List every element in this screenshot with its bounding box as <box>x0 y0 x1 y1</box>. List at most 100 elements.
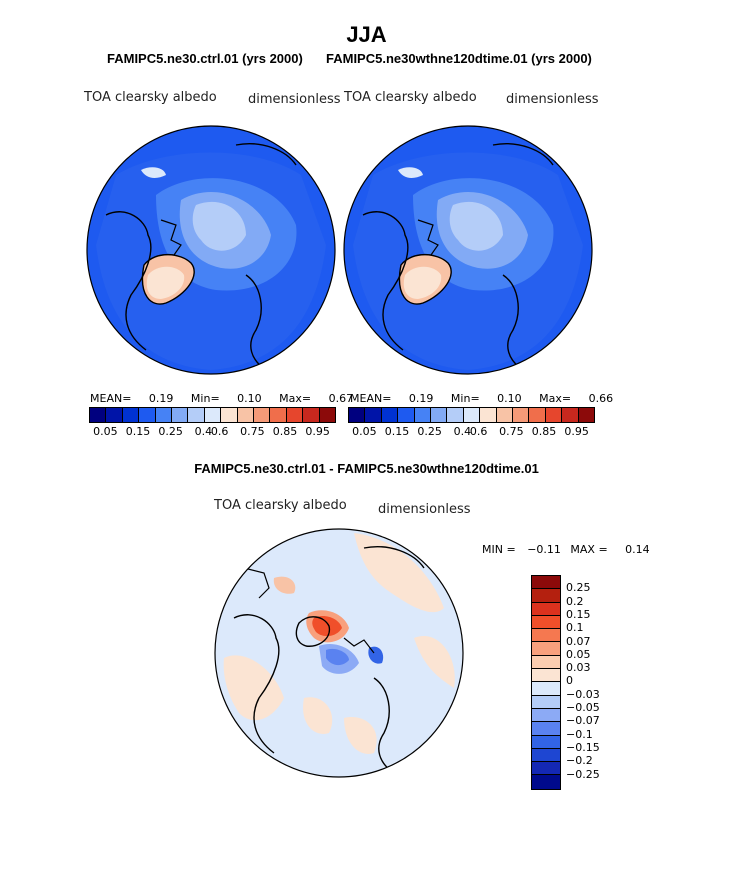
diff-colorbar-tick-label: 0.07 <box>566 634 591 648</box>
page-title: JJA <box>346 22 387 47</box>
left-colorbar-tick-label: 0.4 <box>194 425 213 438</box>
right-colorbar <box>348 407 595 423</box>
right-colorbar-swatch <box>463 408 481 422</box>
left-colorbar-swatch <box>204 408 222 422</box>
left-variable-label: TOA clearsky albedo <box>84 90 217 105</box>
left-polar-map <box>86 125 336 375</box>
left-colorbar-swatch <box>286 408 304 422</box>
right-colorbar-tick-label: 0.6 <box>469 425 488 438</box>
diff-min-label: MIN = <box>482 543 516 556</box>
left-colorbar-tick-label: 0.95 <box>305 425 330 438</box>
diff-colorbar-tick-label: 0.25 <box>566 581 591 595</box>
left-colorbar-swatch <box>122 408 140 422</box>
left-colorbar-tick-label: 0.05 <box>93 425 118 438</box>
right-colorbar-tick-label: 0.75 <box>499 425 524 438</box>
left-mean-value: 0.19 <box>148 392 174 405</box>
diff-colorbar-swatch <box>532 629 560 643</box>
diff-colorbar-swatch <box>532 748 560 763</box>
left-max-label: Max= <box>279 392 312 405</box>
left-colorbar-swatch <box>221 408 238 422</box>
diff-max-label: MAX = <box>570 543 608 556</box>
diff-colorbar-tick-label: −0.2 <box>566 754 593 768</box>
right-colorbar-tick-label: 0.15 <box>384 425 410 438</box>
right-variable-label: TOA clearsky albedo <box>344 90 477 105</box>
right-colorbar-swatch <box>513 408 530 422</box>
diff-colorbar-tick-label: 0.05 <box>566 647 591 661</box>
left-colorbar-tick-label: 0.75 <box>240 425 265 438</box>
diff-colorbar-tick-label: 0.1 <box>566 621 584 635</box>
right-max-value: 0.66 <box>588 392 614 405</box>
right-max-label: Max= <box>539 392 572 405</box>
diff-colorbar <box>531 575 561 790</box>
left-run-title: FAMIPC5.ne30.ctrl.01 (yrs 2000) <box>107 51 303 66</box>
left-colorbar-tick-label: 0.25 <box>158 425 183 438</box>
diff-colorbar-swatch <box>532 615 560 630</box>
right-colorbar-swatch <box>398 408 415 422</box>
diff-colorbar-swatch <box>532 589 560 603</box>
right-colorbar-swatch <box>447 408 464 422</box>
left-colorbar-swatch <box>303 408 320 422</box>
diff-colorbar-swatch <box>532 602 560 616</box>
diff-colorbar-swatch <box>532 695 560 709</box>
left-colorbar-swatch <box>254 408 271 422</box>
right-colorbar-tick-label: 0.85 <box>531 425 557 438</box>
right-colorbar-swatch <box>365 408 382 422</box>
left-mean-label: MEAN= <box>90 392 132 405</box>
left-units-label: dimensionless <box>248 92 341 107</box>
diff-colorbar-tick-label: −0.25 <box>566 767 600 781</box>
left-colorbar-tick-label: 0.15 <box>125 425 151 438</box>
left-max-value: 0.67 <box>328 392 354 405</box>
diff-units-label: dimensionless <box>378 502 471 517</box>
diff-colorbar-tick-label: −0.07 <box>566 714 600 728</box>
right-colorbar-swatch <box>529 408 546 422</box>
right-colorbar-tick-label: 0.4 <box>453 425 472 438</box>
left-colorbar-swatch <box>155 408 173 422</box>
diff-min-value: −0.11 <box>527 543 561 556</box>
right-min-label: Min= <box>450 392 480 405</box>
diff-colorbar-swatch <box>532 762 560 776</box>
right-colorbar-tick-label: 0.95 <box>564 425 589 438</box>
diff-colorbar-swatch <box>532 722 560 736</box>
right-polar-map <box>343 125 593 375</box>
right-colorbar-swatch <box>431 408 448 422</box>
right-mean-value: 0.19 <box>408 392 434 405</box>
left-colorbar-swatch <box>237 408 255 422</box>
diff-colorbar-tick-label: 0.2 <box>566 594 584 608</box>
right-colorbar-ticks: 0.05 0.15 0.25 0.4 0.6 0.75 0.85 0.95 <box>348 425 593 439</box>
diff-colorbar-swatch <box>532 735 560 749</box>
right-colorbar-swatch <box>480 408 497 422</box>
diff-max-value: 0.14 <box>625 543 650 556</box>
diff-colorbar-swatch <box>532 775 560 789</box>
right-units-label: dimensionless <box>506 92 599 107</box>
left-colorbar-tick-label: 0.6 <box>210 425 229 438</box>
right-colorbar-swatch <box>562 408 579 422</box>
left-colorbar <box>89 407 336 423</box>
left-colorbar-swatch <box>270 408 287 422</box>
diff-colorbar-tick-label: 0 <box>566 674 573 688</box>
right-mean-label: MEAN= <box>350 392 392 405</box>
diff-colorbar-swatch <box>532 655 560 670</box>
left-min-label: Min= <box>190 392 220 405</box>
diff-stats: MIN = −0.11 MAX = 0.14 <box>482 543 650 556</box>
left-colorbar-tick-label: 0.85 <box>272 425 298 438</box>
left-colorbar-ticks: 0.05 0.15 0.25 0.4 0.6 0.75 0.85 0.95 <box>89 425 334 439</box>
diff-colorbar-swatch <box>532 576 560 590</box>
diff-colorbar-swatch <box>532 642 560 656</box>
right-colorbar-swatch <box>414 408 432 422</box>
right-stats: MEAN= 0.19 Min= 0.10 Max= 0.66 <box>350 392 613 405</box>
left-colorbar-swatch <box>188 408 205 422</box>
diff-colorbar-swatch <box>532 708 560 723</box>
right-run-title: FAMIPC5.ne30wthne120dtime.01 (yrs 2000) <box>326 51 592 66</box>
left-colorbar-swatch <box>90 408 107 422</box>
diff-polar-map <box>214 528 464 778</box>
left-stats: MEAN= 0.19 Min= 0.10 Max= 0.67 <box>90 392 353 405</box>
right-colorbar-swatch <box>545 408 563 422</box>
diff-colorbar-swatch <box>532 682 560 696</box>
right-colorbar-tick-label: 0.05 <box>352 425 377 438</box>
diff-colorbar-tick-label: −0.05 <box>566 701 600 714</box>
left-colorbar-swatch <box>172 408 189 422</box>
right-colorbar-swatch <box>381 408 399 422</box>
right-min-value: 0.10 <box>497 392 522 405</box>
diff-colorbar-swatch <box>532 669 560 683</box>
diff-variable-label: TOA clearsky albedo <box>214 498 347 513</box>
